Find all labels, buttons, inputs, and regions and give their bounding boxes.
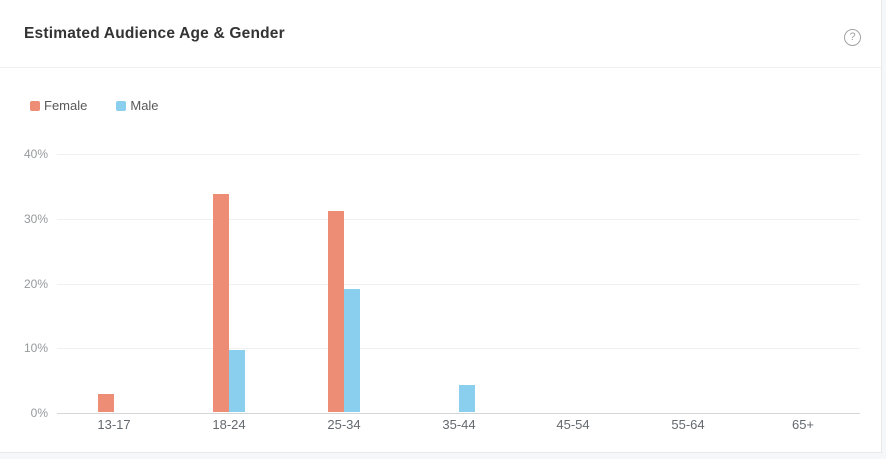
bar-female-25-34[interactable] [328, 211, 344, 412]
legend-label: Female [44, 98, 88, 113]
gridline-10% [57, 348, 860, 349]
legend-swatch-female [30, 100, 40, 111]
bar-male-25-34[interactable] [344, 289, 360, 412]
y-axis-tick-10%: 10% [23, 341, 48, 355]
bar-female-18-24[interactable] [213, 194, 229, 412]
y-axis-tick-0%: 0% [30, 406, 48, 420]
x-axis-label-65plus: 65+ [791, 417, 815, 432]
bar-female-13-17[interactable] [98, 394, 114, 412]
x-axis-label-25-34: 25-34 [327, 417, 361, 432]
card-title: Estimated Audience Age & Gender [24, 25, 285, 42]
x-axis-label-18-24: 18-24 [212, 417, 246, 432]
legend-label: Male [130, 98, 159, 113]
x-axis-label-45-54: 45-54 [556, 417, 590, 432]
x-axis-label-13-17: 13-17 [97, 417, 131, 432]
gridline-20% [57, 284, 860, 285]
x-axis-line [57, 413, 860, 414]
x-axis-label-55-64: 55-64 [671, 417, 705, 432]
bar-chart-plot-area [57, 154, 860, 414]
gridline-30% [57, 219, 860, 220]
bar-male-18-24[interactable] [229, 350, 245, 412]
x-axis-label-35-44: 35-44 [442, 417, 476, 432]
y-axis-tick-30%: 30% [23, 212, 48, 226]
bar-male-35-44[interactable] [459, 385, 475, 412]
y-axis-tick-20%: 20% [23, 277, 48, 291]
y-axis-tick-40%: 40% [23, 147, 48, 161]
chart-legend: Female Male [30, 98, 159, 113]
legend-item-male[interactable]: Male [116, 98, 159, 113]
card-header: Estimated Audience Age & Gender ? [0, 0, 881, 68]
legend-item-female[interactable]: Female [30, 98, 87, 113]
help-icon[interactable]: ? [844, 29, 861, 46]
legend-swatch-male [116, 100, 127, 111]
gridline-40% [57, 154, 860, 155]
